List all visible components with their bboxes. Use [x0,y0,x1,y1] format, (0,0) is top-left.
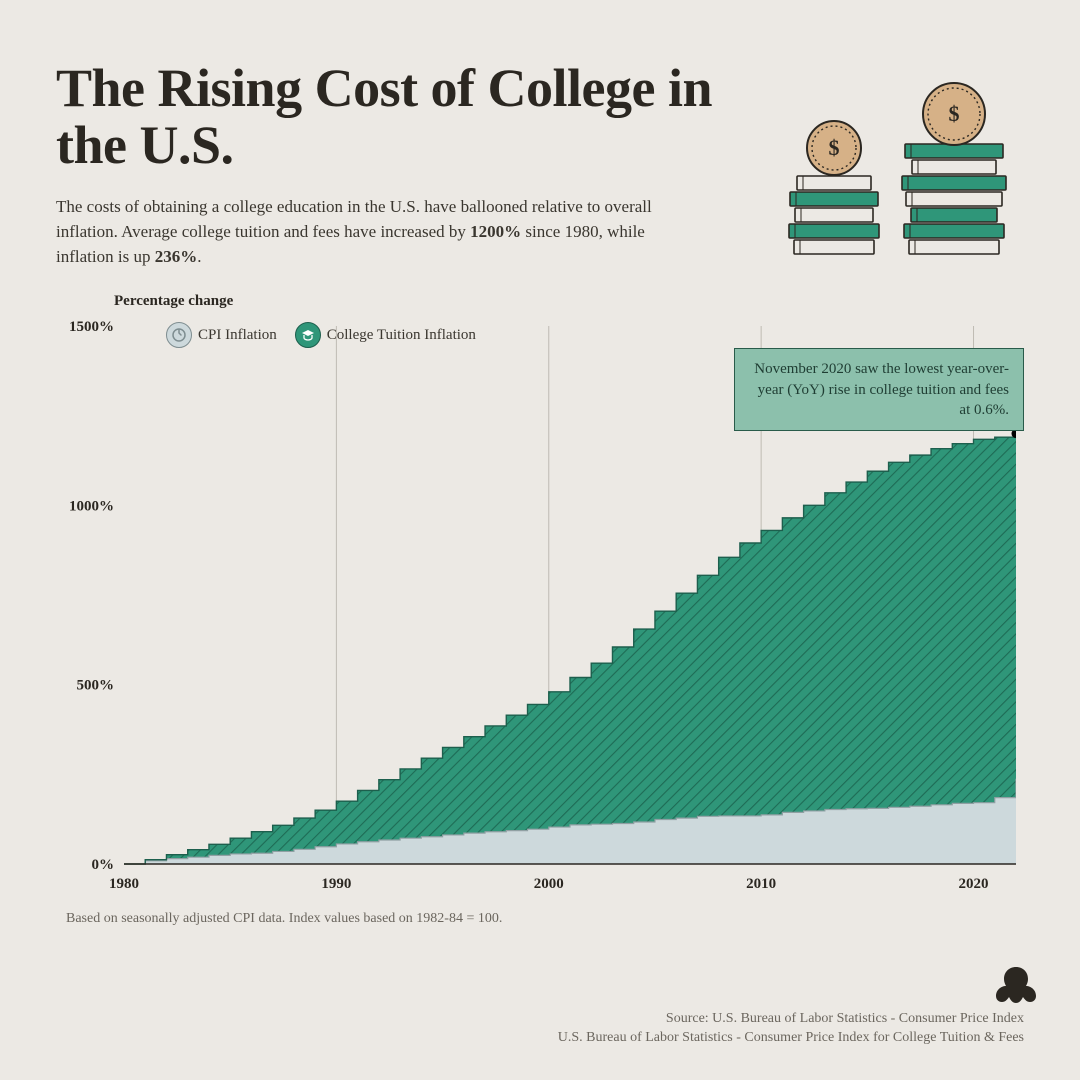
svg-text:1990: 1990 [321,876,351,892]
books-coins-illustration: $$ [764,60,1024,265]
svg-text:$: $ [829,135,840,160]
subtitle-bold-2: 236% [155,247,198,266]
svg-text:1500%: 1500% [69,319,114,335]
subtitle: The costs of obtaining a college educati… [56,195,696,269]
legend-dot-cpi [166,322,192,348]
svg-text:1000%: 1000% [69,499,114,515]
chart-annotation: November 2020 saw the lowest year-over-y… [734,348,1024,431]
brand-logo-icon [988,961,1044,1014]
page-title: The Rising Cost of College in the U.S. [56,60,740,173]
chart-legend: CPI Inflation College Tuition Inflation [166,322,476,348]
svg-text:1980: 1980 [109,876,139,892]
legend-label-tuition: College Tuition Inflation [327,327,476,344]
legend-dot-tuition [295,322,321,348]
legend-item-tuition: College Tuition Inflation [295,322,476,348]
svg-text:2020: 2020 [959,876,989,892]
subtitle-suffix: . [197,247,201,266]
legend-label-cpi: CPI Inflation [198,327,277,344]
source-line-1: Source: U.S. Bureau of Labor Statistics … [558,1009,1024,1029]
svg-text:2000: 2000 [534,876,564,892]
y-axis-title: Percentage change [114,293,1024,310]
svg-text:$: $ [949,101,960,126]
subtitle-bold-1: 1200% [470,222,521,241]
source-block: Source: U.S. Bureau of Labor Statistics … [558,1009,1024,1048]
svg-text:0%: 0% [92,857,115,873]
footnote: Based on seasonally adjusted CPI data. I… [66,911,1024,927]
annotation-text: November 2020 saw the lowest year-over-y… [754,361,1009,418]
chart-area: CPI Inflation College Tuition Inflation … [66,316,1024,901]
svg-text:500%: 500% [77,678,115,694]
source-line-2: U.S. Bureau of Labor Statistics - Consum… [558,1028,1024,1048]
legend-item-cpi: CPI Inflation [166,322,277,348]
svg-text:2010: 2010 [746,876,776,892]
